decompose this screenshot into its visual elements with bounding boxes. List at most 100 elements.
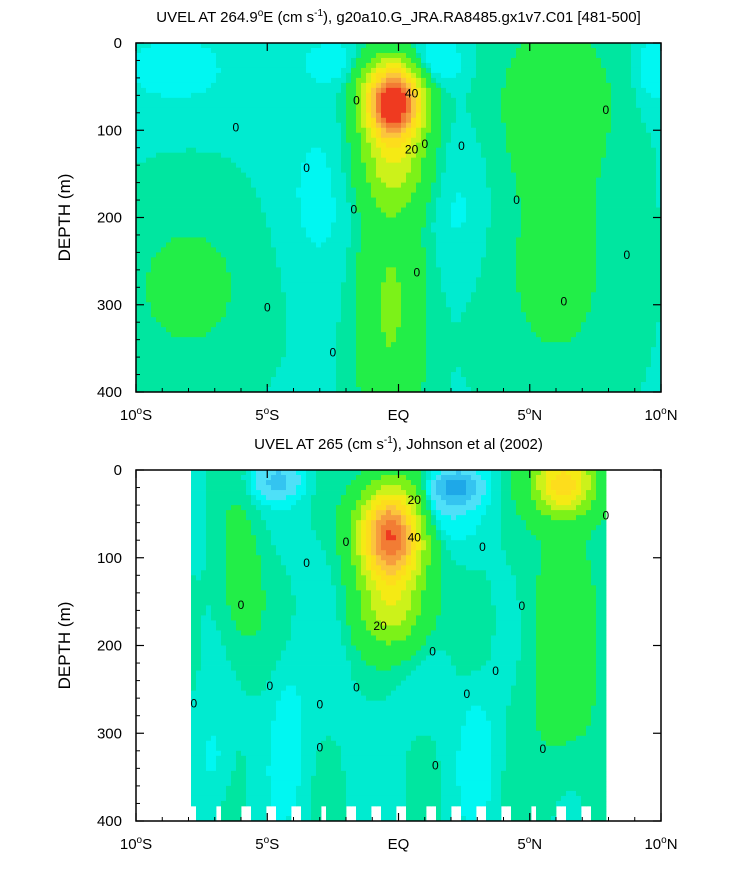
heatmap-cell (181, 277, 187, 283)
heatmap-cell (426, 242, 432, 248)
heatmap-cell (146, 282, 152, 288)
heatmap-cell (151, 147, 157, 154)
heatmap-cell (291, 117, 297, 124)
heatmap-cell (221, 287, 227, 293)
heatmap-cell (201, 387, 207, 393)
heatmap-cell (316, 237, 322, 243)
heatmap-cell (276, 127, 282, 134)
heatmap-cell (261, 247, 267, 253)
heatmap-cell (411, 167, 417, 174)
heatmap-cell (391, 62, 397, 69)
heatmap-cell (191, 92, 197, 99)
heatmap-cell (311, 357, 317, 363)
heatmap-cell (156, 97, 162, 104)
heatmap-cell (276, 52, 282, 59)
heatmap-cell (301, 247, 307, 253)
heatmap-cell (401, 132, 407, 139)
heatmap-cell (251, 147, 257, 154)
heatmap-cell (481, 327, 487, 333)
heatmap-cell (176, 302, 182, 308)
heatmap-cell (411, 262, 417, 268)
heatmap-cell (271, 272, 277, 278)
heatmap-cell (401, 362, 407, 368)
heatmap-cell (316, 62, 322, 69)
heatmap-cell (156, 357, 162, 363)
heatmap-cell (421, 357, 427, 363)
heatmap-cell (421, 47, 427, 54)
heatmap-cell (246, 312, 252, 318)
heatmap-cell (326, 367, 332, 373)
heatmap-cell (271, 322, 277, 328)
heatmap-cell (176, 207, 182, 213)
heatmap-cell (391, 217, 397, 223)
heatmap-cell (481, 177, 487, 183)
heatmap-cell (316, 217, 322, 223)
heatmap-cell (271, 317, 277, 323)
heatmap-cell (381, 227, 387, 233)
heatmap-cell (396, 57, 402, 64)
heatmap-cell (451, 252, 457, 258)
heatmap-cell (266, 207, 272, 213)
heatmap-cell (416, 117, 422, 124)
heatmap-cell (421, 372, 427, 378)
heatmap-cell (441, 252, 447, 258)
heatmap-cell (371, 177, 377, 183)
heatmap-cell (366, 117, 372, 124)
heatmap-cell (291, 77, 297, 84)
heatmap-cell (381, 197, 387, 203)
heatmap-cell (136, 212, 142, 218)
heatmap-cell (306, 132, 312, 139)
heatmap-cell (141, 227, 147, 233)
heatmap-cell (461, 342, 467, 348)
heatmap-cell (416, 372, 422, 378)
heatmap-cell (151, 252, 157, 258)
heatmap-cell (486, 197, 492, 203)
heatmap-cell (236, 347, 242, 353)
heatmap-cell (361, 187, 367, 193)
heatmap-cell (156, 172, 162, 179)
heatmap-cell (256, 282, 262, 288)
heatmap-cell (261, 147, 267, 154)
heatmap-cell (351, 192, 357, 198)
heatmap-cell (161, 202, 167, 208)
heatmap-cell (431, 257, 437, 263)
heatmap-cell (391, 377, 397, 383)
heatmap-cell (236, 202, 242, 208)
heatmap-cell (236, 217, 242, 223)
heatmap-cell (476, 232, 482, 238)
heatmap-cell (476, 57, 482, 64)
heatmap-cell (196, 57, 202, 64)
heatmap-cell (461, 107, 467, 114)
heatmap-cell (206, 57, 212, 64)
heatmap-cell (491, 142, 497, 149)
heatmap-cell (231, 192, 237, 198)
heatmap-cell (346, 342, 352, 348)
heatmap-cell (136, 367, 142, 373)
heatmap-cell (311, 312, 317, 318)
heatmap-cell (431, 322, 437, 328)
heatmap-cell (296, 112, 302, 119)
heatmap-cell (376, 252, 382, 258)
heatmap-cell (346, 327, 352, 333)
heatmap-cell (146, 312, 152, 318)
heatmap-cell (331, 107, 337, 114)
heatmap-cell (151, 302, 157, 308)
heatmap-cell (351, 212, 357, 218)
heatmap-cell (201, 102, 207, 109)
heatmap-cell (401, 297, 407, 303)
heatmap-cell (376, 107, 382, 114)
heatmap-cell (181, 362, 187, 368)
heatmap-cell (396, 97, 402, 104)
heatmap-cell (236, 357, 242, 363)
heatmap-cell (296, 202, 302, 208)
heatmap-cell (336, 157, 342, 164)
heatmap-cell (161, 152, 167, 159)
heatmap-cell (381, 297, 387, 303)
heatmap-cell (406, 67, 412, 74)
heatmap-cell (326, 232, 332, 238)
heatmap-cell (396, 112, 402, 119)
heatmap-cell (471, 292, 477, 298)
heatmap-cell (356, 187, 362, 193)
heatmap-cell (326, 227, 332, 233)
heatmap-cell (366, 172, 372, 179)
